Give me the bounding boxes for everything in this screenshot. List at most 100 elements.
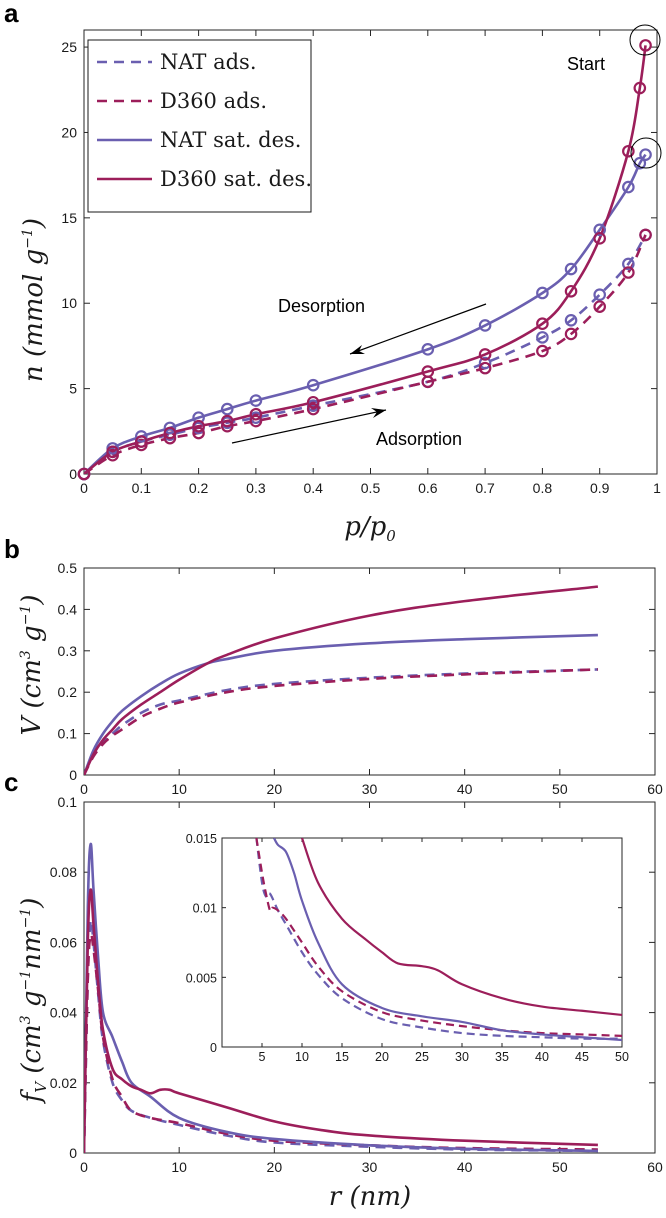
panel-letter-a: a	[4, 0, 19, 28]
adsorption-arrow	[231, 409, 387, 444]
panel-c-inset-ytick-label: 0.005	[186, 971, 217, 985]
panel-c-inset-axes-frame	[221, 837, 623, 1048]
panel-a-marker-nat-sat-des	[249, 394, 263, 407]
panel-a-marker-d360-sat-des	[135, 435, 148, 448]
panel-b-series-d360-ads	[84, 668, 598, 775]
panel-b-series-nat-ads	[84, 668, 598, 775]
panel-a-xtick-label: 0.3	[246, 480, 266, 496]
panel-c-xtick-label: 30	[362, 1159, 378, 1175]
panel-c-series-d360-sat-des	[84, 888, 598, 1153]
panel-a-marker-nat-sat-des	[536, 286, 549, 300]
panel-c-inset-xtick-label: 30	[455, 1050, 469, 1064]
panel-a-marker-d360-ads	[622, 266, 635, 279]
panel-c: 0 10 20 30 40 50 60 0 0.02 0.04 0.06 0.08 0.1 5 10 15 20…	[50, 794, 663, 1175]
panel-b-ylabel: V (cm3 g−1)	[17, 594, 47, 735]
legend-label-nat-des: NAT sat. des.	[160, 128, 301, 152]
panel-a-xtick-label: 0.9	[590, 480, 610, 496]
panel-c-inset-xtick-label: 35	[495, 1050, 509, 1064]
panel-a-marker-d360-ads	[306, 402, 320, 416]
panel-a-marker-nat-sat-des	[306, 378, 320, 392]
panel-c-inset-ytick-label: 0.01	[193, 902, 217, 916]
panel-a-ytick-label: 10	[61, 295, 77, 311]
panel-a-xtick-label: 0.6	[418, 480, 438, 496]
panel-c-xtick-label: 40	[457, 1159, 473, 1175]
panel-c-inset-xtick-label: 15	[335, 1050, 349, 1064]
panel-a-ytick-label: 0	[69, 466, 77, 482]
panel-c-ytick-label: 0.1	[58, 794, 78, 810]
panel-c-xtick-label: 60	[647, 1159, 663, 1175]
panel-b-series-nat-sat-des	[84, 633, 598, 775]
panel-c-ytick-label: 0.04	[50, 1005, 77, 1021]
panel-c-series-nat-sat-des	[84, 842, 598, 1153]
panel-letter-c: c	[4, 767, 18, 797]
panel-a-ytick-label: 5	[69, 381, 77, 397]
panel-c-xlabel: r (nm)	[329, 1182, 411, 1212]
panel-c-series-d360-ads	[84, 932, 598, 1153]
panel-b-ytick-label: 0.5	[58, 560, 78, 576]
panel-a-marker-d360-sat-des	[639, 39, 652, 52]
panel-a-marker-nat-sat-des	[564, 262, 578, 276]
panel-a-series-nat-sat-des	[84, 153, 647, 474]
panel-c-inset-xtick-label: 25	[415, 1050, 429, 1064]
panel-a-marker-d360-sat-des	[220, 414, 234, 428]
panel-a-xtick-label: 0	[80, 480, 88, 496]
panel-a-xtick-label: 0.5	[361, 480, 381, 496]
panel-c-xtick-label: 20	[267, 1159, 283, 1175]
panel-a-marker-d360-sat-des	[478, 348, 492, 361]
panel-a-marker-nat-sat-des	[421, 343, 435, 356]
panel-a-xtick-label: 1	[653, 480, 661, 496]
panel-a-marker-d360-sat-des	[593, 232, 606, 245]
panel-a-marker-d360-ads	[593, 300, 606, 313]
panel-a-marker-d360-sat-des	[622, 144, 635, 158]
legend-label-d360-des: D360 sat. des.	[160, 167, 312, 191]
panel-a-marker-d360-sat-des	[633, 81, 647, 95]
panel-a-xtick-label: 0.4	[303, 480, 323, 496]
panel-a-ytick-label: 20	[61, 124, 77, 140]
panel-c-xtick-label: 10	[171, 1159, 187, 1175]
panel-a-marker-d360-ads	[536, 344, 549, 358]
panel-b-xtick-label: 10	[171, 781, 187, 797]
panel-a-marker-d360-ads	[220, 419, 234, 433]
panel-a-xtick-label: 0.7	[475, 480, 495, 496]
desorption-arrow	[349, 303, 487, 355]
panel-c-plot-area	[84, 842, 598, 1153]
panel-c-inset-xtick-label: 40	[535, 1050, 549, 1064]
panel-a-marker-d360-sat-des	[249, 407, 263, 421]
panel-a-xtick-label: 0.2	[189, 480, 209, 496]
panel-c-inset-series-nat-ads	[255, 838, 622, 1040]
legend-label-nat-ads: NAT ads.	[160, 50, 257, 74]
legend-box	[87, 39, 312, 213]
panel-c-inset-series-nat-sat-des	[273, 838, 622, 1042]
panel-a-marker-nat-sat-des	[639, 148, 652, 161]
panel-a-marker-d360-ads	[564, 327, 578, 341]
panel-b-ytick-label: 0.2	[58, 684, 78, 700]
desorption-arrow-head	[350, 345, 365, 354]
panel-a-marker-nat-ads	[622, 257, 635, 271]
panel-a-marker-nat-sat-des	[135, 430, 148, 443]
panel-letter-b: b	[4, 534, 20, 564]
panel-b-series-d360-sat-des	[84, 585, 599, 775]
panel-a-marker-nat-sat-des	[220, 402, 234, 416]
panel-a-series-d360-sat-des	[84, 45, 647, 474]
panel-a-marker-nat-sat-des	[478, 319, 492, 332]
panel-c-ylabel: fV (cm3 g−1nm−1)	[17, 898, 50, 1105]
panel-b-ytick-label: 0	[69, 767, 77, 783]
panel-c-inset-ytick-label: 0.015	[186, 832, 217, 846]
panel-a-marker-d360-sat-des	[536, 317, 549, 331]
panel-b-xtick-label: 20	[267, 781, 283, 797]
panel-a-marker-d360-sat-des	[163, 426, 177, 440]
panel-a-marker-d360-sat-des	[77, 467, 91, 481]
panel-b-ytick-label: 0.4	[58, 601, 78, 617]
panel-c-inset-xtick-label: 10	[295, 1050, 309, 1064]
panel-a-marker-d360-ads	[478, 361, 492, 375]
panel-c-inset-ytick-label: 0	[210, 1041, 217, 1055]
panel-a-ytick-label: 25	[61, 39, 77, 55]
panel-a-marker-d360-ads	[192, 426, 205, 440]
panel-b-plot-area	[84, 585, 599, 775]
panel-c-ytick-label: 0.02	[50, 1075, 77, 1091]
panel-a-marker-d360-sat-des	[106, 445, 119, 459]
panel-a-xtick-label: 0.1	[132, 480, 152, 496]
start-annotation: Start	[567, 54, 605, 74]
panel-a-ytick-label: 15	[61, 210, 77, 226]
panel-a-marker-nat-sat-des	[593, 223, 606, 237]
